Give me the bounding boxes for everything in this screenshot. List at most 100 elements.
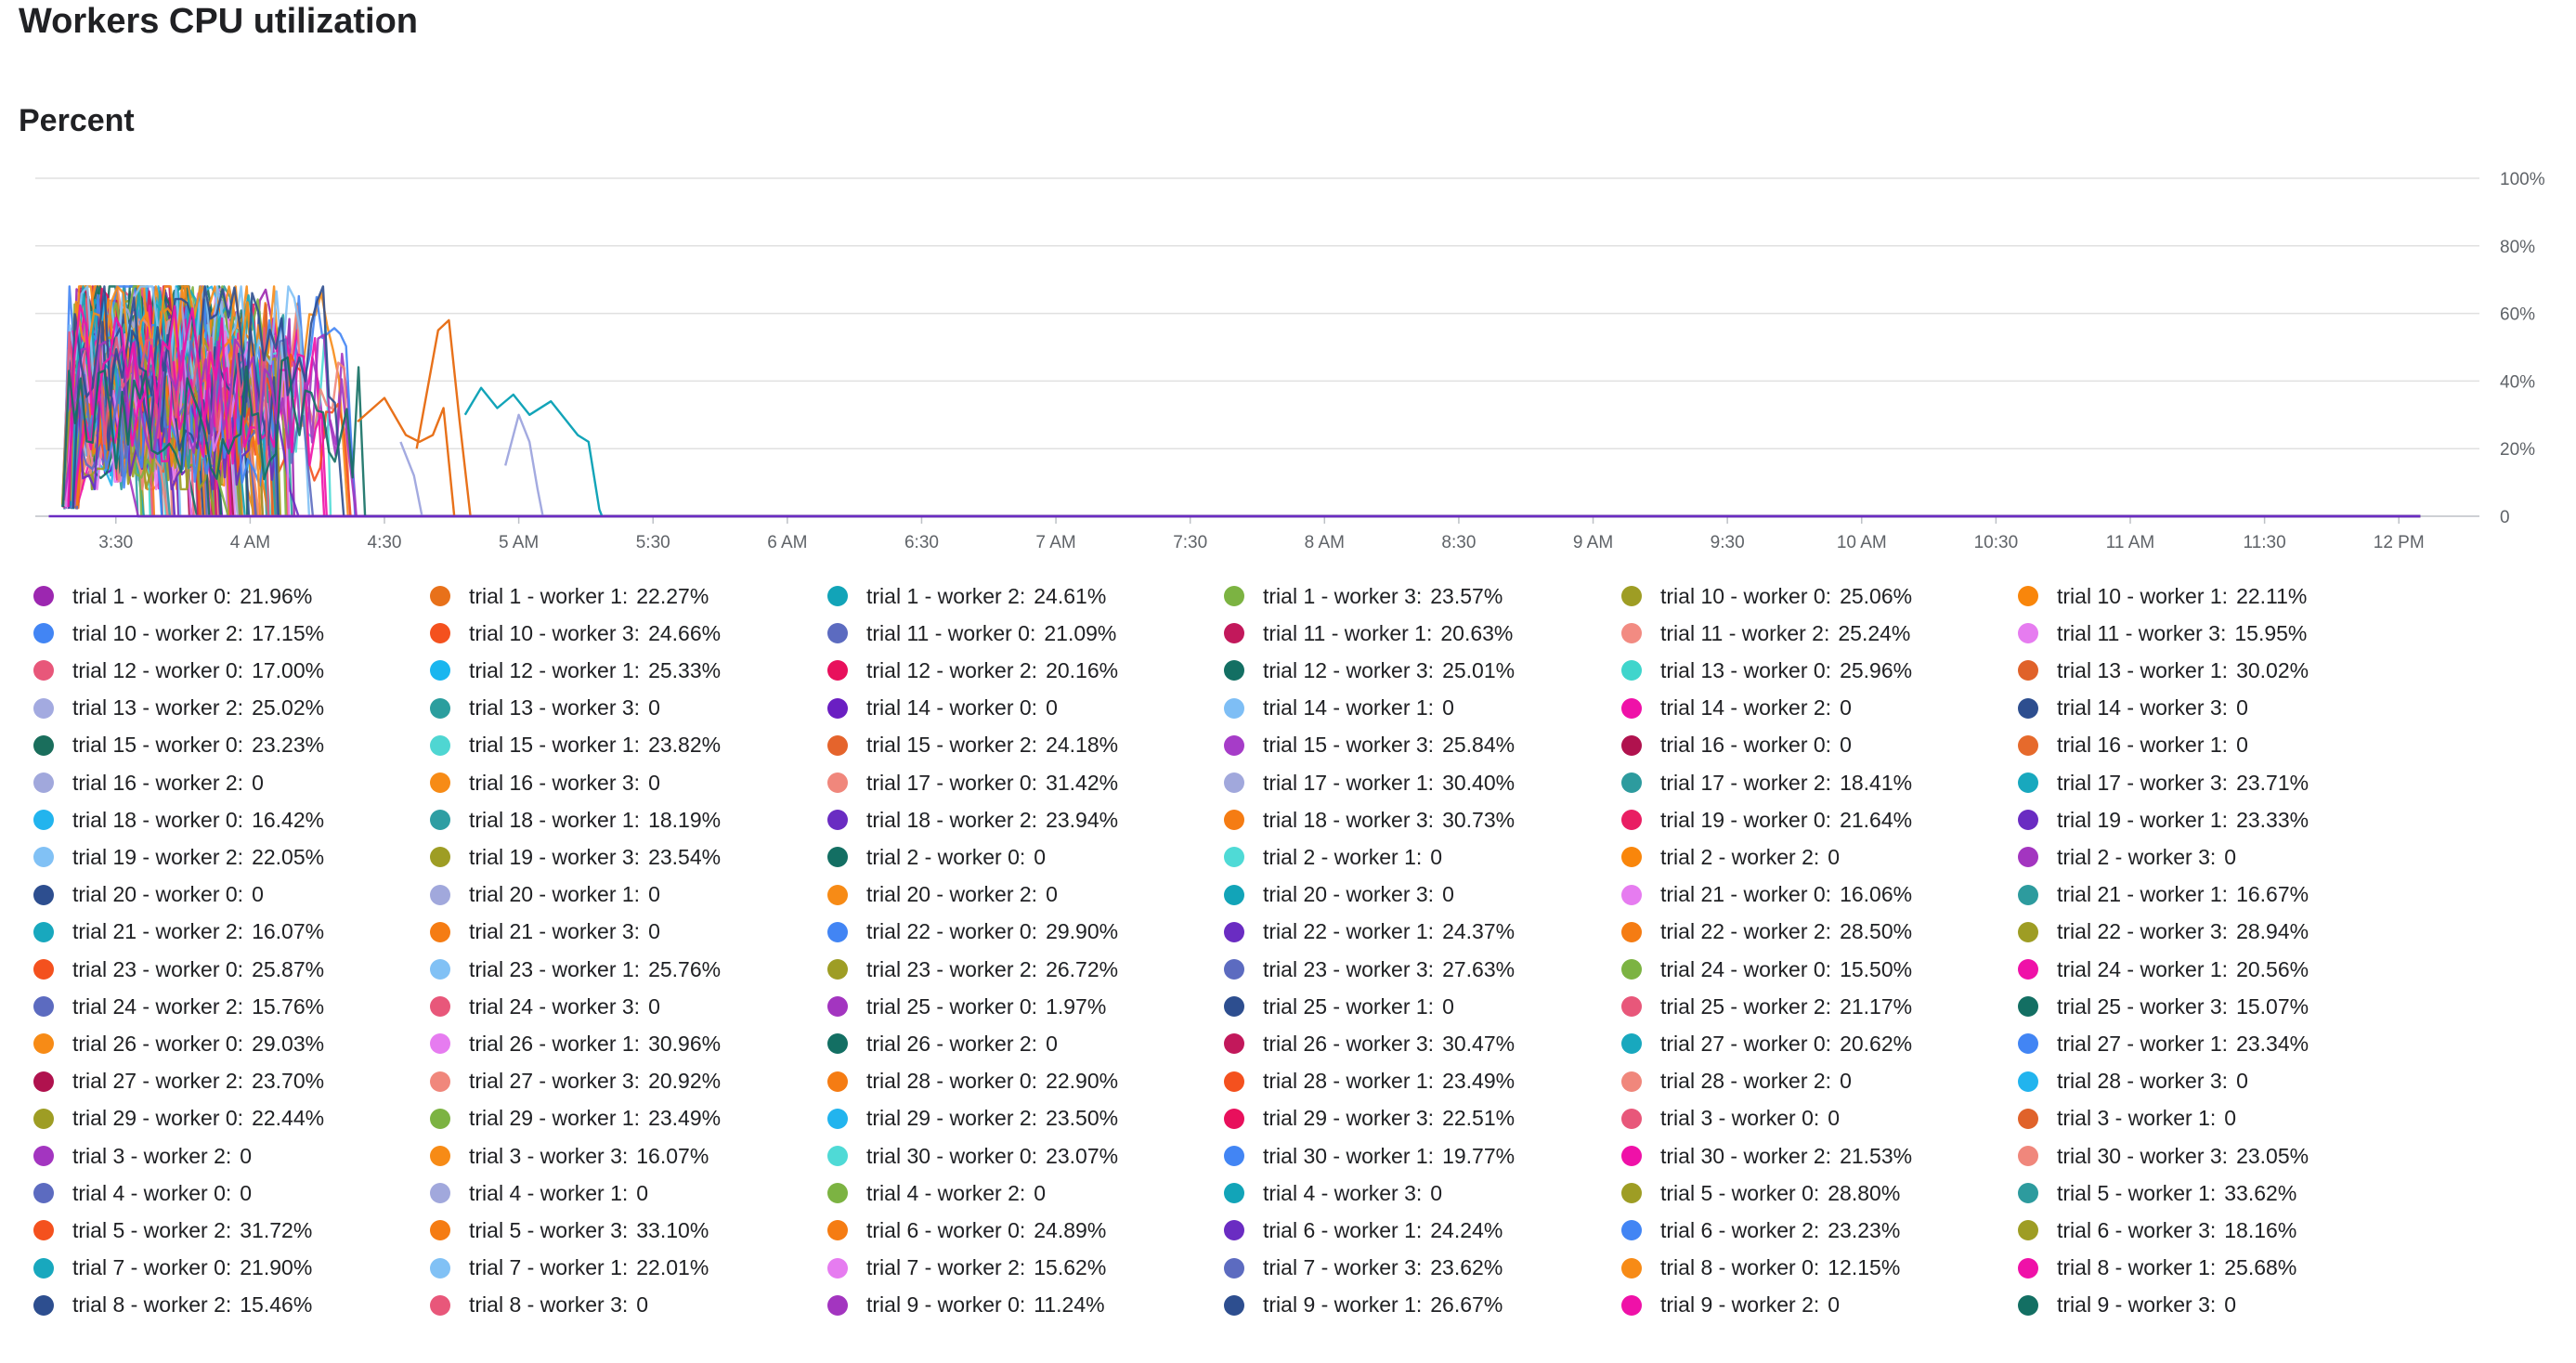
legend-item[interactable]: trial 11 - worker 0 21.09% xyxy=(827,615,1116,652)
legend-item[interactable]: trial 24 - worker 3 0 xyxy=(430,988,660,1025)
legend-item[interactable]: trial 4 - worker 1 0 xyxy=(430,1175,648,1212)
legend-item[interactable]: trial 30 - worker 0 23.07% xyxy=(827,1137,1118,1175)
legend-item[interactable]: trial 4 - worker 0 0 xyxy=(33,1175,252,1212)
legend-item[interactable]: trial 8 - worker 0 12.15% xyxy=(1621,1250,1900,1287)
legend-item[interactable]: trial 17 - worker 2 18.41% xyxy=(1621,764,1912,801)
legend-item[interactable]: trial 7 - worker 2 15.62% xyxy=(827,1250,1106,1287)
legend-item[interactable]: trial 26 - worker 0 29.03% xyxy=(33,1025,324,1062)
legend-item[interactable]: trial 26 - worker 1 30.96% xyxy=(430,1025,721,1062)
legend-item[interactable]: trial 5 - worker 2 31.72% xyxy=(33,1212,312,1249)
legend-item[interactable]: trial 13 - worker 0 25.96% xyxy=(1621,652,1912,689)
legend-item[interactable]: trial 21 - worker 0 16.06% xyxy=(1621,876,1912,914)
legend-item[interactable]: trial 11 - worker 1 20.63% xyxy=(1224,615,1513,652)
legend-item[interactable]: trial 10 - worker 3 24.66% xyxy=(430,615,721,652)
legend-item[interactable]: trial 8 - worker 1 25.68% xyxy=(2018,1250,2296,1287)
legend-item[interactable]: trial 3 - worker 0 0 xyxy=(1621,1100,1840,1137)
legend-item[interactable]: trial 23 - worker 3 27.63% xyxy=(1224,951,1515,988)
cpu-utilization-line-chart[interactable]: 0 20% 40% 60% 80% 100% 3:30 4 AM 4:30 5 AM 5:30 6 A… xyxy=(0,149,2576,557)
legend-item[interactable]: trial 9 - worker 3 0 xyxy=(2018,1287,2236,1324)
legend-item[interactable]: trial 16 - worker 3 0 xyxy=(430,764,660,801)
legend-item[interactable]: trial 25 - worker 2 21.17% xyxy=(1621,988,1912,1025)
legend-item[interactable]: trial 20 - worker 1 0 xyxy=(430,876,660,914)
legend-item[interactable]: trial 30 - worker 3 23.05% xyxy=(2018,1137,2309,1175)
legend-item[interactable]: trial 25 - worker 1 0 xyxy=(1224,988,1454,1025)
legend-item[interactable]: trial 1 - worker 2 24.61% xyxy=(827,578,1106,615)
legend-item[interactable]: trial 28 - worker 0 22.90% xyxy=(827,1063,1118,1100)
legend-item[interactable]: trial 18 - worker 3 30.73% xyxy=(1224,801,1515,838)
legend-item[interactable]: trial 29 - worker 1 23.49% xyxy=(430,1100,721,1137)
legend-item[interactable]: trial 21 - worker 3 0 xyxy=(430,914,660,951)
legend-item[interactable]: trial 28 - worker 1 23.49% xyxy=(1224,1063,1515,1100)
legend-item[interactable]: trial 1 - worker 0 21.96% xyxy=(33,578,312,615)
legend-item[interactable]: trial 25 - worker 0 1.97% xyxy=(827,988,1106,1025)
legend-item[interactable]: trial 13 - worker 1 30.02% xyxy=(2018,652,2309,689)
legend-item[interactable]: trial 14 - worker 1 0 xyxy=(1224,690,1454,727)
legend-item[interactable]: trial 3 - worker 2 0 xyxy=(33,1137,252,1175)
legend-item[interactable]: trial 9 - worker 1 26.67% xyxy=(1224,1287,1503,1324)
legend-item[interactable]: trial 3 - worker 1 0 xyxy=(2018,1100,2236,1137)
legend-item[interactable]: trial 12 - worker 3 25.01% xyxy=(1224,652,1515,689)
legend-item[interactable]: trial 14 - worker 0 0 xyxy=(827,690,1058,727)
legend-item[interactable]: trial 5 - worker 0 28.80% xyxy=(1621,1175,1900,1212)
legend-item[interactable]: trial 12 - worker 2 20.16% xyxy=(827,652,1118,689)
legend-item[interactable]: trial 17 - worker 0 31.42% xyxy=(827,764,1118,801)
legend-item[interactable]: trial 7 - worker 0 21.90% xyxy=(33,1250,312,1287)
legend-item[interactable]: trial 18 - worker 1 18.19% xyxy=(430,801,721,838)
legend-item[interactable]: trial 6 - worker 3 18.16% xyxy=(2018,1212,2296,1249)
legend-item[interactable]: trial 30 - worker 2 21.53% xyxy=(1621,1137,1912,1175)
legend-item[interactable]: trial 2 - worker 2 0 xyxy=(1621,838,1840,876)
legend-item[interactable]: trial 1 - worker 3 23.57% xyxy=(1224,578,1503,615)
legend-item[interactable]: trial 29 - worker 0 22.44% xyxy=(33,1100,324,1137)
legend-item[interactable]: trial 24 - worker 1 20.56% xyxy=(2018,951,2309,988)
legend-item[interactable]: trial 22 - worker 3 28.94% xyxy=(2018,914,2309,951)
legend-item[interactable]: trial 26 - worker 3 30.47% xyxy=(1224,1025,1515,1062)
legend-item[interactable]: trial 22 - worker 2 28.50% xyxy=(1621,914,1912,951)
legend-item[interactable]: trial 20 - worker 3 0 xyxy=(1224,876,1454,914)
legend-item[interactable]: trial 4 - worker 3 0 xyxy=(1224,1175,1442,1212)
legend-item[interactable]: trial 3 - worker 3 16.07% xyxy=(430,1137,709,1175)
legend-item[interactable]: trial 8 - worker 2 15.46% xyxy=(33,1287,312,1324)
legend-item[interactable]: trial 21 - worker 1 16.67% xyxy=(2018,876,2309,914)
legend-item[interactable]: trial 19 - worker 1 23.33% xyxy=(2018,801,2309,838)
legend-item[interactable]: trial 23 - worker 2 26.72% xyxy=(827,951,1118,988)
legend-item[interactable]: trial 14 - worker 2 0 xyxy=(1621,690,1852,727)
legend-item[interactable]: trial 10 - worker 2 17.15% xyxy=(33,615,324,652)
legend-item[interactable]: trial 16 - worker 0 0 xyxy=(1621,727,1852,764)
legend-item[interactable]: trial 22 - worker 0 29.90% xyxy=(827,914,1118,951)
legend-item[interactable]: trial 24 - worker 0 15.50% xyxy=(1621,951,1912,988)
legend-item[interactable]: trial 13 - worker 2 25.02% xyxy=(33,690,324,727)
legend-item[interactable]: trial 2 - worker 0 0 xyxy=(827,838,1046,876)
legend-item[interactable]: trial 28 - worker 2 0 xyxy=(1621,1063,1852,1100)
legend-item[interactable]: trial 17 - worker 1 30.40% xyxy=(1224,764,1515,801)
legend-item[interactable]: trial 15 - worker 3 25.84% xyxy=(1224,727,1515,764)
legend-item[interactable]: trial 5 - worker 1 33.62% xyxy=(2018,1175,2296,1212)
legend-item[interactable]: trial 27 - worker 3 20.92% xyxy=(430,1063,721,1100)
legend-item[interactable]: trial 12 - worker 0 17.00% xyxy=(33,652,324,689)
legend-item[interactable]: trial 6 - worker 2 23.23% xyxy=(1621,1212,1900,1249)
legend-item[interactable]: trial 16 - worker 2 0 xyxy=(33,764,264,801)
legend-item[interactable]: trial 12 - worker 1 25.33% xyxy=(430,652,721,689)
legend-item[interactable]: trial 19 - worker 2 22.05% xyxy=(33,838,324,876)
legend-item[interactable]: trial 27 - worker 1 23.34% xyxy=(2018,1025,2309,1062)
legend-item[interactable]: trial 20 - worker 0 0 xyxy=(33,876,264,914)
legend-item[interactable]: trial 27 - worker 2 23.70% xyxy=(33,1063,324,1100)
legend-item[interactable]: trial 21 - worker 2 16.07% xyxy=(33,914,324,951)
legend-item[interactable]: trial 1 - worker 1 22.27% xyxy=(430,578,709,615)
legend-item[interactable]: trial 9 - worker 2 0 xyxy=(1621,1287,1840,1324)
legend-item[interactable]: trial 6 - worker 0 24.89% xyxy=(827,1212,1106,1249)
legend-item[interactable]: trial 19 - worker 0 21.64% xyxy=(1621,801,1912,838)
legend-item[interactable]: trial 24 - worker 2 15.76% xyxy=(33,988,324,1025)
legend-item[interactable]: trial 2 - worker 1 0 xyxy=(1224,838,1442,876)
legend-item[interactable]: trial 14 - worker 3 0 xyxy=(2018,690,2248,727)
legend-item[interactable]: trial 6 - worker 1 24.24% xyxy=(1224,1212,1503,1249)
legend-item[interactable]: trial 18 - worker 2 23.94% xyxy=(827,801,1118,838)
legend-item[interactable]: trial 10 - worker 1 22.11% xyxy=(2018,578,2307,615)
legend-item[interactable]: trial 13 - worker 3 0 xyxy=(430,690,660,727)
legend-item[interactable]: trial 29 - worker 3 22.51% xyxy=(1224,1100,1515,1137)
legend-item[interactable]: trial 15 - worker 0 23.23% xyxy=(33,727,324,764)
legend-item[interactable]: trial 23 - worker 1 25.76% xyxy=(430,951,721,988)
legend-item[interactable]: trial 17 - worker 3 23.71% xyxy=(2018,764,2309,801)
legend-item[interactable]: trial 2 - worker 3 0 xyxy=(2018,838,2236,876)
legend-item[interactable]: trial 30 - worker 1 19.77% xyxy=(1224,1137,1515,1175)
legend-item[interactable]: trial 16 - worker 1 0 xyxy=(2018,727,2248,764)
